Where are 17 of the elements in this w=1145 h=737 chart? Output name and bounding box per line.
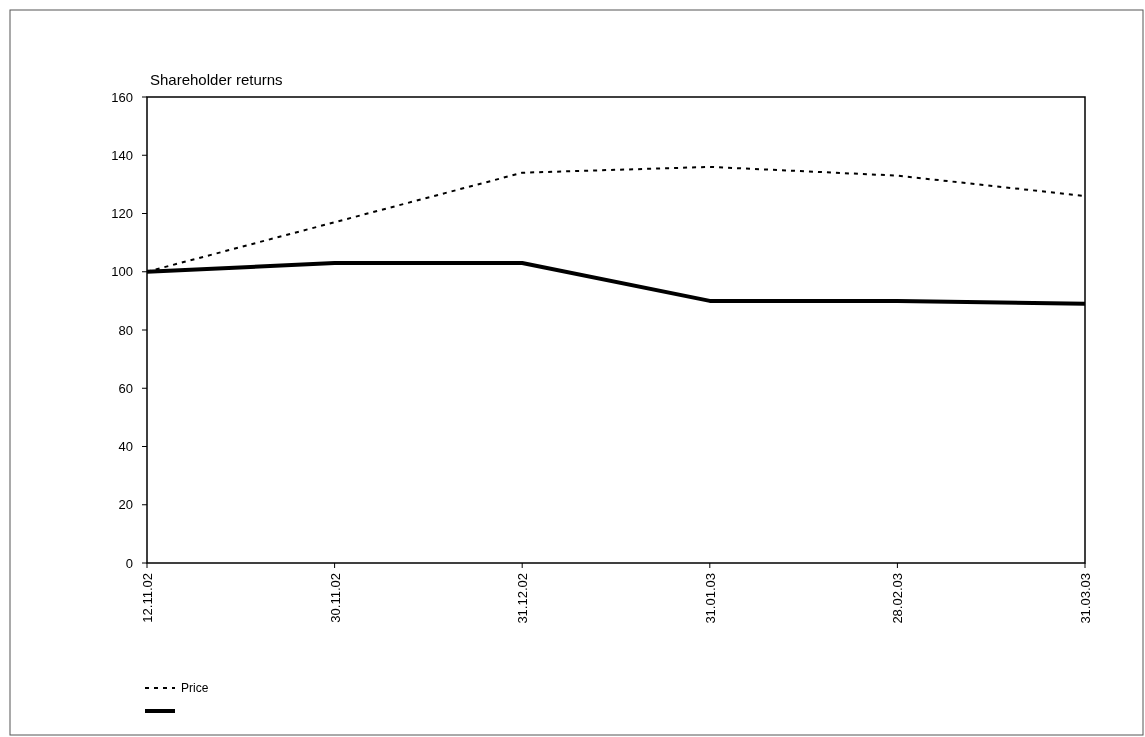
legend-label: Price: [181, 681, 209, 696]
y-tick-label: 140: [111, 147, 133, 163]
y-tick-label: 80: [118, 322, 133, 338]
chart-title: Shareholder returns: [150, 71, 283, 88]
y-tick-label: 20: [118, 497, 133, 513]
x-tick-label: 28.02.03: [890, 573, 906, 624]
y-tick-label: 100: [111, 264, 133, 280]
x-tick-label: 31.01.03: [702, 573, 718, 624]
y-tick-label: 0: [125, 555, 133, 571]
x-tick-label: 31.03.03: [1078, 573, 1093, 624]
y-tick-label: 160: [111, 89, 133, 105]
y-tick-label: 120: [111, 206, 133, 222]
x-tick-label: 31.12.02: [515, 573, 531, 624]
x-tick-label: 12.11.02: [140, 573, 155, 623]
y-tick-label: 60: [118, 380, 133, 396]
x-tick-label: 30.11.02: [327, 573, 343, 623]
y-tick-label: 40: [118, 439, 133, 455]
